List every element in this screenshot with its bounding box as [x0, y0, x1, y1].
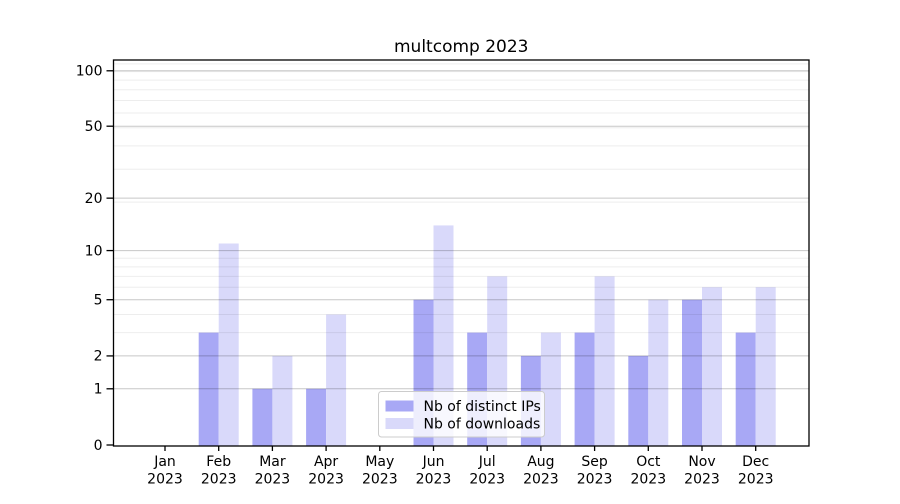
bar-downloads-nov — [702, 287, 722, 446]
x-tick-month-label-apr: Apr — [314, 454, 338, 470]
y-tick-label-50: 50 — [85, 119, 103, 135]
x-tick-year-label-may: 2023 — [362, 472, 398, 488]
x-tick-month-label-jan: Jan — [153, 454, 176, 470]
x-tick-year-label-sep: 2023 — [577, 472, 613, 488]
plot-frame — [112, 59, 810, 447]
y-tick-label-0: 0 — [94, 438, 103, 454]
bar-downloads-feb — [218, 243, 239, 446]
x-tick-year-label-dec: 2023 — [738, 472, 774, 488]
legend-box — [378, 391, 545, 438]
x-tick-year-label-oct: 2023 — [630, 472, 666, 488]
x-tick-month-label-sep: Sep — [581, 454, 608, 470]
x-tick-month-label-feb: Feb — [206, 454, 231, 470]
x-tick-year-label-feb: 2023 — [201, 472, 237, 488]
y-tick-label-10: 10 — [85, 243, 103, 259]
x-tick-year-label-mar: 2023 — [255, 472, 291, 488]
x-tick-year-label-nov: 2023 — [684, 472, 720, 488]
bar-distinct-ips-oct — [628, 355, 649, 446]
bar-downloads-jun — [433, 225, 454, 446]
x-tick-month-label-dec: Dec — [742, 454, 769, 470]
y-tick-label-2: 2 — [94, 349, 103, 365]
x-tick-year-label-jan: 2023 — [147, 472, 183, 488]
y-tick-label-5: 5 — [94, 293, 103, 309]
legend-label-downloads: Nb of downloads — [424, 416, 541, 432]
legend-swatch-distinct-ips — [385, 400, 414, 412]
bar-distinct-ips-nov — [682, 299, 702, 446]
x-tick-month-label-may: May — [365, 454, 394, 470]
x-tick-year-label-apr: 2023 — [308, 472, 344, 488]
x-tick-month-label-nov: Nov — [688, 454, 715, 470]
bar-distinct-ips-feb — [198, 332, 219, 446]
chart-title: multcomp 2023 — [394, 37, 529, 57]
bar-distinct-ips-apr — [306, 388, 327, 446]
x-tick-year-label-jul: 2023 — [469, 472, 505, 488]
bar-downloads-dec — [755, 287, 776, 446]
x-tick-year-label-aug: 2023 — [523, 472, 559, 488]
y-tick-label-100: 100 — [76, 64, 103, 80]
bar-downloads-apr — [326, 314, 347, 446]
x-tick-year-label-jun: 2023 — [416, 472, 452, 488]
legend-label-distinct-ips: Nb of distinct IPs — [424, 399, 541, 415]
bar-distinct-ips-sep — [574, 332, 595, 446]
bar-downloads-oct — [648, 299, 669, 446]
legend-swatch-downloads — [385, 418, 414, 429]
bar-distinct-ips-mar — [252, 388, 273, 446]
x-tick-month-label-mar: Mar — [259, 454, 286, 470]
y-tick-label-20: 20 — [85, 191, 103, 207]
bar-distinct-ips-dec — [735, 332, 756, 446]
bar-downloads-mar — [272, 355, 293, 446]
x-tick-month-label-oct: Oct — [636, 454, 661, 470]
x-tick-month-label-aug: Aug — [527, 454, 554, 470]
x-tick-month-label-jul: Jul — [478, 454, 496, 470]
bar-downloads-aug — [540, 332, 561, 446]
bar-downloads-sep — [594, 276, 615, 446]
x-tick-month-label-jun: Jun — [422, 454, 445, 470]
y-tick-label-1: 1 — [94, 382, 103, 398]
